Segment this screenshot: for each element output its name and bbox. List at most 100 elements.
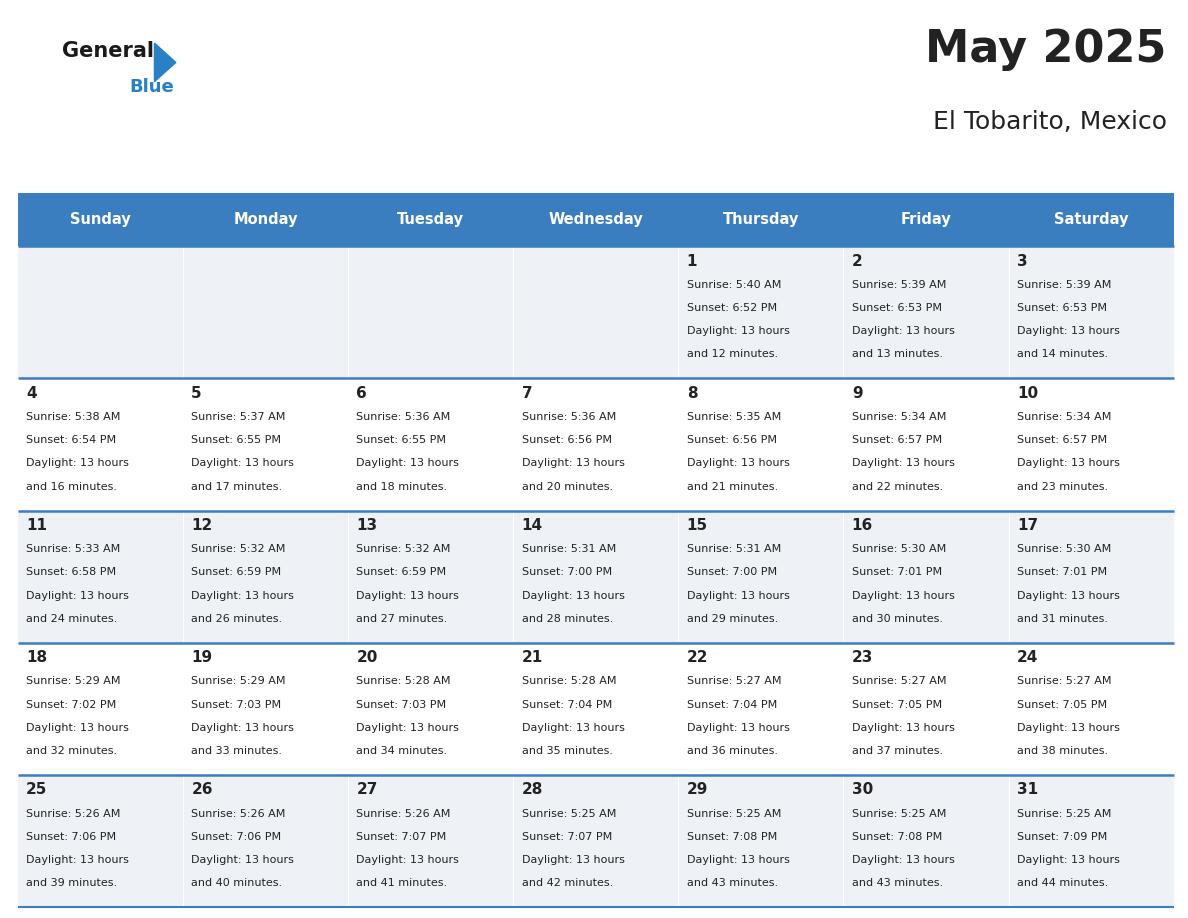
Text: Sunset: 7:07 PM: Sunset: 7:07 PM [356,832,447,842]
Text: 9: 9 [852,386,862,401]
Text: Sunrise: 5:27 AM: Sunrise: 5:27 AM [852,677,947,687]
Text: Daylight: 13 hours: Daylight: 13 hours [356,458,460,468]
Text: Sunrise: 5:25 AM: Sunrise: 5:25 AM [522,809,615,819]
Bar [513,193,678,246]
Bar [1009,193,1174,246]
Text: Sunset: 7:03 PM: Sunset: 7:03 PM [356,700,447,710]
Text: Daylight: 13 hours: Daylight: 13 hours [522,855,625,865]
Text: Sunrise: 5:30 AM: Sunrise: 5:30 AM [1017,544,1111,554]
Text: and 42 minutes.: and 42 minutes. [522,878,613,888]
Text: Monday: Monday [233,212,298,227]
Text: and 29 minutes.: and 29 minutes. [687,614,778,623]
Text: Sunset: 7:05 PM: Sunset: 7:05 PM [1017,700,1107,710]
Text: Sunset: 7:01 PM: Sunset: 7:01 PM [852,567,942,577]
Text: Daylight: 13 hours: Daylight: 13 hours [522,722,625,733]
Text: and 40 minutes.: and 40 minutes. [191,878,283,888]
Text: and 32 minutes.: and 32 minutes. [26,745,118,756]
Text: Sunrise: 5:39 AM: Sunrise: 5:39 AM [852,280,946,290]
Text: Sunday: Sunday [70,212,131,227]
Text: Sunset: 7:02 PM: Sunset: 7:02 PM [26,700,116,710]
Text: 1: 1 [687,253,697,269]
Text: May 2025: May 2025 [925,28,1167,71]
Text: Sunrise: 5:40 AM: Sunrise: 5:40 AM [687,280,781,290]
Bar [18,378,1174,510]
Text: 28: 28 [522,782,543,797]
Text: Sunrise: 5:26 AM: Sunrise: 5:26 AM [26,809,120,819]
Text: 31: 31 [1017,782,1038,797]
Text: Sunset: 7:08 PM: Sunset: 7:08 PM [687,832,777,842]
Text: Daylight: 13 hours: Daylight: 13 hours [191,458,295,468]
Bar [18,775,1174,907]
Text: Sunset: 6:58 PM: Sunset: 6:58 PM [26,567,116,577]
Text: Sunrise: 5:32 AM: Sunrise: 5:32 AM [356,544,450,554]
Text: Blue: Blue [129,78,175,96]
Text: Daylight: 13 hours: Daylight: 13 hours [191,590,295,600]
Text: Daylight: 13 hours: Daylight: 13 hours [26,590,129,600]
Text: 20: 20 [356,650,378,665]
Text: and 12 minutes.: and 12 minutes. [687,350,778,360]
Text: 22: 22 [687,650,708,665]
Text: Sunrise: 5:26 AM: Sunrise: 5:26 AM [191,809,285,819]
Text: Sunset: 6:56 PM: Sunset: 6:56 PM [522,435,612,445]
Text: Wednesday: Wednesday [549,212,643,227]
Text: Daylight: 13 hours: Daylight: 13 hours [191,722,295,733]
Text: Sunset: 7:00 PM: Sunset: 7:00 PM [522,567,612,577]
Text: Sunset: 7:06 PM: Sunset: 7:06 PM [26,832,116,842]
Text: Daylight: 13 hours: Daylight: 13 hours [852,855,955,865]
Text: Sunrise: 5:36 AM: Sunrise: 5:36 AM [356,412,450,422]
Text: 27: 27 [356,782,378,797]
Text: and 44 minutes.: and 44 minutes. [1017,878,1108,888]
Text: Daylight: 13 hours: Daylight: 13 hours [852,590,955,600]
Bar [18,643,1174,775]
Text: 16: 16 [852,518,873,533]
Text: Sunset: 7:05 PM: Sunset: 7:05 PM [852,700,942,710]
Text: and 37 minutes.: and 37 minutes. [852,745,943,756]
Text: 30: 30 [852,782,873,797]
Text: and 18 minutes.: and 18 minutes. [356,482,448,492]
Text: Sunset: 7:00 PM: Sunset: 7:00 PM [687,567,777,577]
Text: 21: 21 [522,650,543,665]
Text: Sunset: 6:52 PM: Sunset: 6:52 PM [687,303,777,313]
Text: Daylight: 13 hours: Daylight: 13 hours [852,722,955,733]
Text: Sunrise: 5:27 AM: Sunrise: 5:27 AM [1017,677,1112,687]
Bar [183,193,348,246]
Text: and 21 minutes.: and 21 minutes. [687,482,778,492]
Text: 29: 29 [687,782,708,797]
Text: Sunrise: 5:39 AM: Sunrise: 5:39 AM [1017,280,1111,290]
Text: Sunset: 6:57 PM: Sunset: 6:57 PM [852,435,942,445]
Text: Daylight: 13 hours: Daylight: 13 hours [687,722,790,733]
Text: 15: 15 [687,518,708,533]
Text: Sunrise: 5:27 AM: Sunrise: 5:27 AM [687,677,782,687]
Text: Sunset: 6:57 PM: Sunset: 6:57 PM [1017,435,1107,445]
Text: Daylight: 13 hours: Daylight: 13 hours [356,722,460,733]
Text: El Tobarito, Mexico: El Tobarito, Mexico [933,110,1167,134]
Text: and 27 minutes.: and 27 minutes. [356,614,448,623]
Text: 5: 5 [191,386,202,401]
Text: Sunset: 6:55 PM: Sunset: 6:55 PM [191,435,282,445]
Text: Sunset: 7:01 PM: Sunset: 7:01 PM [1017,567,1107,577]
Text: and 14 minutes.: and 14 minutes. [1017,350,1108,360]
Text: Sunrise: 5:25 AM: Sunrise: 5:25 AM [687,809,781,819]
Text: and 31 minutes.: and 31 minutes. [1017,614,1108,623]
Text: Sunrise: 5:31 AM: Sunrise: 5:31 AM [522,544,615,554]
Text: 8: 8 [687,386,697,401]
Text: and 35 minutes.: and 35 minutes. [522,745,613,756]
Text: 11: 11 [26,518,48,533]
Text: Daylight: 13 hours: Daylight: 13 hours [191,855,295,865]
Text: 2: 2 [852,253,862,269]
Text: Sunset: 7:08 PM: Sunset: 7:08 PM [852,832,942,842]
Text: and 26 minutes.: and 26 minutes. [191,614,283,623]
Text: and 43 minutes.: and 43 minutes. [687,878,778,888]
Text: 25: 25 [26,782,48,797]
Text: Daylight: 13 hours: Daylight: 13 hours [356,855,460,865]
Text: Daylight: 13 hours: Daylight: 13 hours [852,327,955,336]
Text: 23: 23 [852,650,873,665]
Text: and 39 minutes.: and 39 minutes. [26,878,118,888]
Text: Daylight: 13 hours: Daylight: 13 hours [26,722,129,733]
Text: and 13 minutes.: and 13 minutes. [852,350,943,360]
Text: Sunset: 6:56 PM: Sunset: 6:56 PM [687,435,777,445]
Text: and 33 minutes.: and 33 minutes. [191,745,283,756]
Text: Daylight: 13 hours: Daylight: 13 hours [852,458,955,468]
Text: Sunset: 7:07 PM: Sunset: 7:07 PM [522,832,612,842]
Text: Sunrise: 5:28 AM: Sunrise: 5:28 AM [522,677,617,687]
